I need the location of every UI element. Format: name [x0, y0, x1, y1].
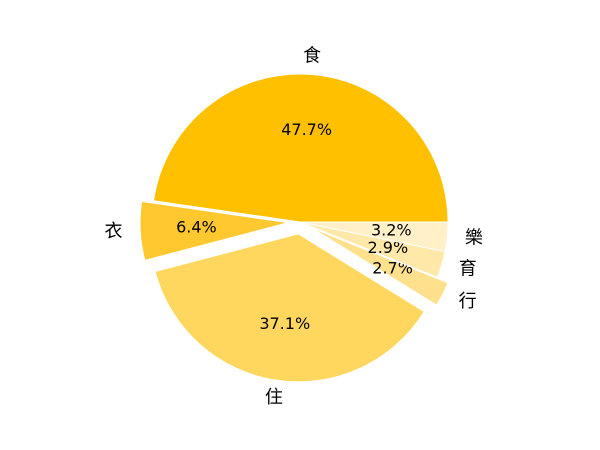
slice-percent-label-4: 2.9%	[368, 238, 409, 257]
pie-slice-3	[310, 226, 449, 306]
pie-slice-5	[299, 221, 449, 253]
slice-category-label-0: 食	[303, 46, 321, 67]
slice-percent-label-2: 37.1%	[259, 314, 310, 333]
pie-slice-1	[139, 200, 289, 261]
slice-category-label-4: 育	[459, 259, 477, 280]
slice-percent-label-1: 6.4%	[176, 217, 217, 236]
pie-slice-2	[154, 233, 425, 383]
pie-slice-0	[152, 73, 449, 223]
slice-percent-label-0: 47.7%	[281, 120, 332, 139]
slice-category-label-3: 行	[459, 291, 477, 312]
slice-category-label-1: 衣	[105, 221, 123, 242]
slice-category-label-5: 樂	[465, 228, 483, 249]
slice-category-label-2: 住	[265, 387, 283, 408]
slice-percent-label-5: 3.2%	[371, 221, 412, 240]
